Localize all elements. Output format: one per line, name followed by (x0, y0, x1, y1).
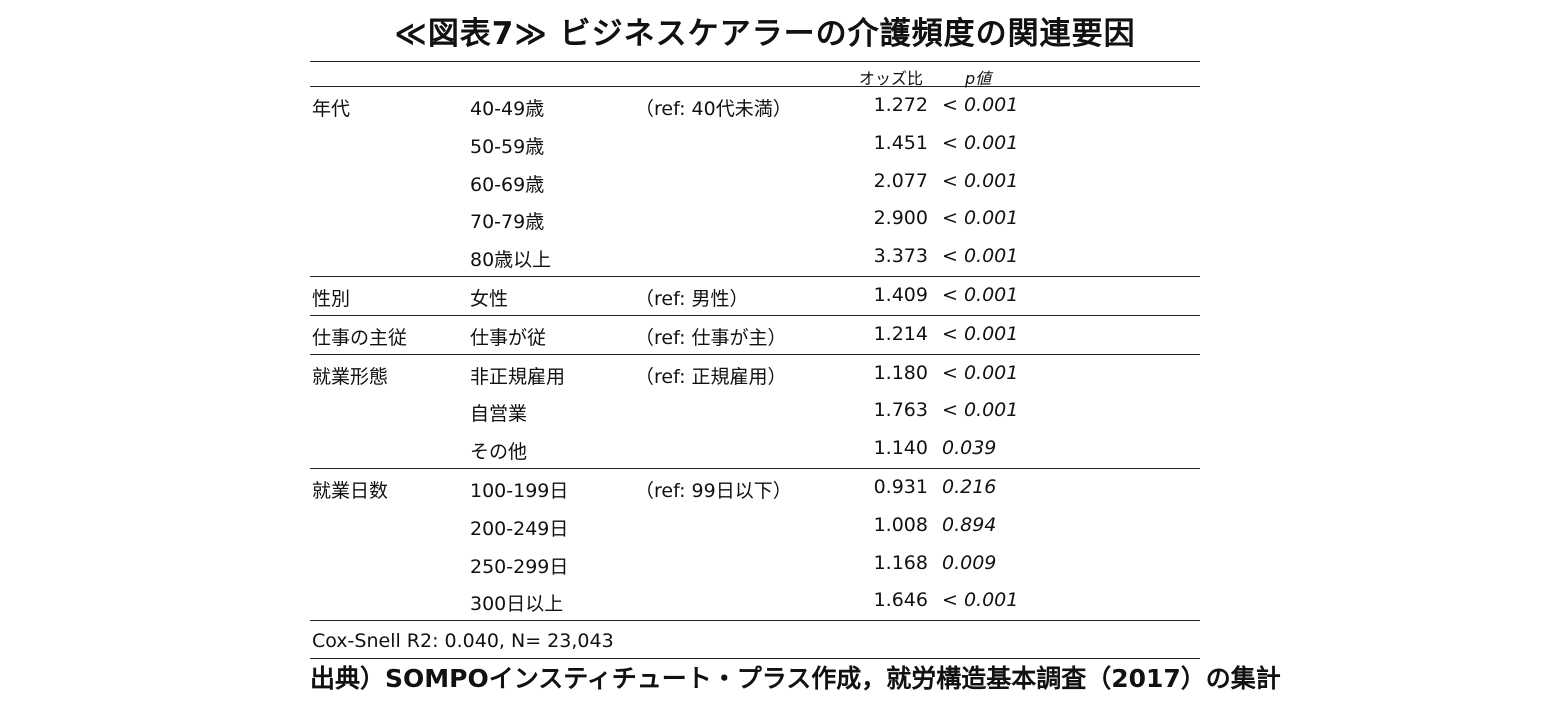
table-row: 70-79歳 2.900 < 0.001 (310, 200, 1200, 238)
table-bottom-rule (310, 658, 1200, 660)
p-value-cell: 0.894 (942, 513, 997, 536)
p-value-header: p値 (965, 69, 992, 88)
variable-cell: 就業日数 (312, 479, 389, 502)
reference-cell: （ref: 男性） (635, 287, 749, 310)
p-value-cell: 0.039 (942, 437, 997, 460)
odds-ratio-cell: 2.900 (873, 207, 928, 230)
odds-ratio-cell: 1.168 (873, 551, 928, 574)
odds-ratio-cell: 1.451 (873, 131, 928, 154)
table-row: 自営業 1.763 < 0.001 (310, 392, 1200, 430)
table-row: 50-59歳 1.451 < 0.001 (310, 125, 1200, 163)
table-row: 80歳以上 3.373 < 0.001 (310, 238, 1200, 276)
level-cell: 自営業 (470, 403, 528, 426)
p-value-cell: < 0.001 (942, 245, 1019, 268)
header-rule (310, 86, 1200, 87)
table-row: 就業形態 非正規雇用 （ref: 正規雇用） 1.180 < 0.001 (310, 355, 1200, 393)
odds-ratio-cell: 2.077 (873, 169, 928, 192)
level-cell: 40-49歳 (470, 98, 545, 120)
p-value-cell: < 0.001 (942, 131, 1019, 154)
model-note: Cox-Snell R2: 0.040, N= 23,043 (312, 630, 614, 653)
table-top-rule (310, 61, 1200, 62)
variable-cell: 就業形態 (312, 365, 389, 388)
level-cell: 300日以上 (470, 593, 564, 616)
group-rule (310, 314, 1200, 316)
variable-cell: 仕事の主従 (312, 326, 408, 349)
table-row: 就業日数 100-199日 （ref: 99日以下） 0.931 0.216 (310, 469, 1200, 507)
table-row: 200-249日 1.008 0.894 (310, 507, 1200, 545)
odds-ratio-header: オッズ比 (859, 69, 924, 88)
level-cell: 250-299日 (470, 555, 569, 578)
odds-ratio-cell: 3.373 (873, 245, 928, 268)
table-group: 仕事の主従 仕事が従 （ref: 仕事が主） 1.214 < 0.001 (310, 316, 1200, 354)
level-cell: 仕事が従 (470, 326, 547, 349)
variable-cell: 年代 (312, 98, 351, 120)
odds-ratio-cell: 1.180 (873, 361, 928, 384)
level-cell: 100-199日 (470, 479, 569, 502)
group-rule (310, 275, 1200, 277)
table-group: 就業日数 100-199日 （ref: 99日以下） 0.931 0.216 200-24… (310, 469, 1200, 620)
reference-cell: （ref: 40代未満） (635, 98, 792, 120)
p-value-cell: < 0.001 (942, 399, 1019, 422)
p-value-cell: < 0.001 (942, 589, 1019, 612)
odds-ratio-cell: 1.272 (873, 94, 928, 116)
table-row: 300日以上 1.646 < 0.001 (310, 582, 1200, 620)
reference-cell: （ref: 仕事が主） (635, 326, 787, 349)
odds-ratio-cell: 1.646 (873, 589, 928, 612)
reference-cell: （ref: 正規雇用） (635, 365, 787, 388)
p-value-cell: < 0.001 (942, 94, 1019, 116)
table-header: オッズ比 p値 (310, 62, 1200, 88)
table-row: 性別 女性 （ref: 男性） 1.409 < 0.001 (310, 277, 1200, 315)
source-note: 出典）SOMPOインスティチュート・プラス作成，就労構造基本調査（2017）の集… (310, 664, 1281, 693)
level-cell: 70-79歳 (470, 211, 545, 234)
group-rule (310, 353, 1200, 355)
group-rule (310, 620, 1200, 622)
regression-table: オッズ比 p値 年代 40-49歳 （ref: 40代未満） 1.272 < 0.001… (310, 61, 1200, 660)
level-cell: 200-249日 (470, 517, 569, 540)
p-value-cell: < 0.001 (942, 169, 1019, 192)
odds-ratio-cell: 1.140 (873, 437, 928, 460)
p-value-cell: < 0.001 (942, 361, 1019, 384)
page-title: ≪図表7≫ ビジネスケアラーの介護頻度の関連要因 (394, 16, 1136, 52)
level-cell: 60-69歳 (470, 173, 545, 196)
p-value-cell: < 0.001 (942, 322, 1019, 345)
variable-cell: 性別 (312, 287, 351, 310)
p-value-cell: 0.216 (942, 475, 997, 498)
odds-ratio-cell: 1.409 (873, 283, 928, 306)
table-group: 就業形態 非正規雇用 （ref: 正規雇用） 1.180 < 0.001 自営業 1.763… (310, 355, 1200, 468)
odds-ratio-cell: 1.008 (873, 513, 928, 536)
group-rule (310, 467, 1200, 469)
table-row: 60-69歳 2.077 < 0.001 (310, 163, 1200, 201)
p-value-cell: < 0.001 (942, 207, 1019, 230)
table-body: 年代 40-49歳 （ref: 40代未満） 1.272 < 0.001 50-59歳 1.… (310, 87, 1200, 622)
table-row: その他 1.140 0.039 (310, 430, 1200, 468)
level-cell: 80歳以上 (470, 249, 552, 272)
reference-cell: （ref: 99日以下） (635, 479, 792, 502)
p-value-cell: 0.009 (942, 551, 997, 574)
table-row: 年代 40-49歳 （ref: 40代未満） 1.272 < 0.001 (310, 87, 1200, 125)
table-group: 年代 40-49歳 （ref: 40代未満） 1.272 < 0.001 50-59歳 1.… (310, 87, 1200, 276)
level-cell: その他 (470, 441, 528, 464)
model-note-row: Cox-Snell R2: 0.040, N= 23,043 (310, 621, 1200, 658)
level-cell: 女性 (470, 287, 509, 310)
table-row: 250-299日 1.168 0.009 (310, 545, 1200, 583)
table-group: 性別 女性 （ref: 男性） 1.409 < 0.001 (310, 277, 1200, 315)
p-value-cell: < 0.001 (942, 283, 1019, 306)
odds-ratio-cell: 1.763 (873, 399, 928, 422)
level-cell: 50-59歳 (470, 135, 545, 158)
level-cell: 非正規雇用 (470, 365, 566, 388)
odds-ratio-cell: 1.214 (873, 322, 928, 345)
odds-ratio-cell: 0.931 (873, 475, 928, 498)
table-row: 仕事の主従 仕事が従 （ref: 仕事が主） 1.214 < 0.001 (310, 316, 1200, 354)
